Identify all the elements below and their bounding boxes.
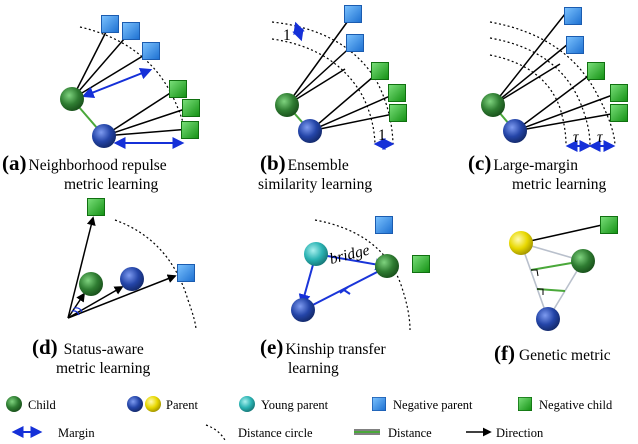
panel-letter: (c)	[468, 151, 491, 175]
negative-parent-square	[142, 42, 160, 60]
negative-child-square	[371, 62, 389, 80]
negative-child-square	[610, 84, 628, 102]
legend-negative-parent-label: Negative parent	[393, 398, 473, 412]
panel-caption: similarity learning	[258, 176, 372, 193]
parent-node	[298, 119, 322, 143]
margin-label: 1	[283, 27, 291, 44]
panel-caption: Large-margin	[493, 157, 578, 174]
panel-b: 1 1 (b) Ensemble similarity learning	[258, 5, 407, 193]
legend-parent-alt-icon	[145, 396, 161, 412]
svg-text:(b)Ensemble: (b) Ensemble	[260, 151, 349, 175]
negative-child-square	[388, 84, 406, 102]
legend-direction-label: Direction	[496, 426, 544, 440]
distance-circle	[314, 219, 411, 331]
legend: Child Parent Young parent Negative paren…	[6, 396, 613, 443]
parent-node	[536, 307, 560, 331]
child-node	[79, 272, 103, 296]
young-parent-node	[304, 242, 328, 266]
negative-child-square	[389, 104, 407, 122]
panel-caption: Genetic metric	[519, 347, 611, 364]
distance-circle	[271, 38, 376, 145]
legend-negative-parent-icon	[372, 397, 386, 411]
panel-d: (d) Status-aware metric learning	[32, 198, 197, 377]
parent-node-yellow	[509, 231, 533, 255]
panel-e: bridge (e) Kinship transfer learning	[260, 216, 430, 377]
tau-label: τ	[573, 129, 580, 146]
panel-caption: Ensemble	[288, 157, 349, 174]
legend-negative-child-icon	[518, 397, 532, 411]
margin-arrow	[81, 67, 153, 99]
panel-caption: metric learning	[56, 360, 150, 377]
distance-circle	[489, 37, 591, 146]
svg-text:(c)Large-margin: (c) Large-margin	[468, 151, 578, 175]
negative-child-square	[87, 198, 105, 216]
distance-circle	[79, 26, 187, 141]
panel-caption: metric learning	[512, 176, 606, 193]
negative-child-square	[600, 216, 618, 234]
panel-caption: Status-aware	[64, 341, 144, 358]
parent-node	[503, 119, 527, 143]
legend-margin-label: Margin	[58, 426, 95, 440]
legend-child-icon	[6, 396, 22, 412]
child-node	[275, 93, 299, 117]
negative-child-square	[412, 255, 430, 273]
panel-f: (f) Genetic metric	[494, 216, 618, 365]
panel-letter: (b)	[260, 151, 286, 175]
distance-circle	[489, 54, 567, 146]
child-node	[481, 93, 505, 117]
negative-child-square	[169, 80, 187, 98]
negative-parent-square	[122, 22, 140, 40]
negative-parent-square	[375, 216, 393, 234]
child-node	[571, 249, 595, 273]
legend-distance-circle-label: Distance circle	[238, 426, 313, 440]
distance-circle	[489, 21, 616, 146]
negative-parent-square	[177, 264, 195, 282]
distance-circle	[114, 219, 197, 331]
tau-label: τ	[597, 129, 604, 146]
negative-parent-square	[101, 15, 119, 33]
legend-young-parent-icon	[239, 396, 255, 412]
legend-child-label: Child	[28, 398, 57, 412]
legend-parent-label: Parent	[166, 398, 198, 412]
svg-text:(a)Neighborhood repulse: (a) Neighborhood repulse	[2, 151, 167, 175]
legend-distance-icon	[354, 429, 380, 435]
legend-young-parent-label: Young parent	[261, 398, 329, 412]
negative-parent-square	[346, 34, 364, 52]
bridge-label: bridge	[328, 242, 371, 268]
margin-arrow	[292, 21, 305, 42]
panel-caption: Neighborhood repulse	[29, 157, 167, 174]
panel-c: τ τ (c) Large-margin metric learning	[468, 7, 628, 193]
panel-caption: learning	[288, 360, 339, 377]
svg-text:(f)Genetic metric: (f) Genetic metric	[494, 341, 611, 365]
panel-caption: Kinship transfer	[285, 341, 386, 358]
legend-distance-circle-icon	[205, 424, 227, 443]
negative-parent-square	[564, 7, 582, 25]
legend-distance-label: Distance	[388, 426, 432, 440]
panel-letter: (d)	[32, 335, 58, 359]
legend-parent-icon	[127, 396, 143, 412]
parent-node	[92, 124, 116, 148]
margin-label: 1	[378, 127, 386, 144]
negative-parent-square	[344, 5, 362, 23]
child-node	[60, 87, 84, 111]
panel-a: (a) Neighborhood repulse metric learning	[2, 15, 200, 193]
panel-letter: (f)	[494, 341, 515, 365]
legend-negative-child-label: Negative child	[539, 398, 613, 412]
panel-letter: (a)	[2, 151, 27, 175]
parent-node	[291, 298, 315, 322]
panel-letter: (e)	[260, 335, 283, 359]
negative-child-square	[587, 62, 605, 80]
negative-child-square	[182, 99, 200, 117]
negative-child-square	[610, 104, 628, 122]
svg-text:(e)Kinship transfer: (e) Kinship transfer	[260, 335, 386, 359]
negative-parent-square	[566, 36, 584, 54]
parent-node	[120, 267, 144, 291]
negative-child-square	[181, 121, 199, 139]
svg-text:(d)Status-aware: (d) Status-aware	[32, 335, 144, 359]
panel-caption: metric learning	[64, 176, 158, 193]
child-node	[375, 254, 399, 278]
